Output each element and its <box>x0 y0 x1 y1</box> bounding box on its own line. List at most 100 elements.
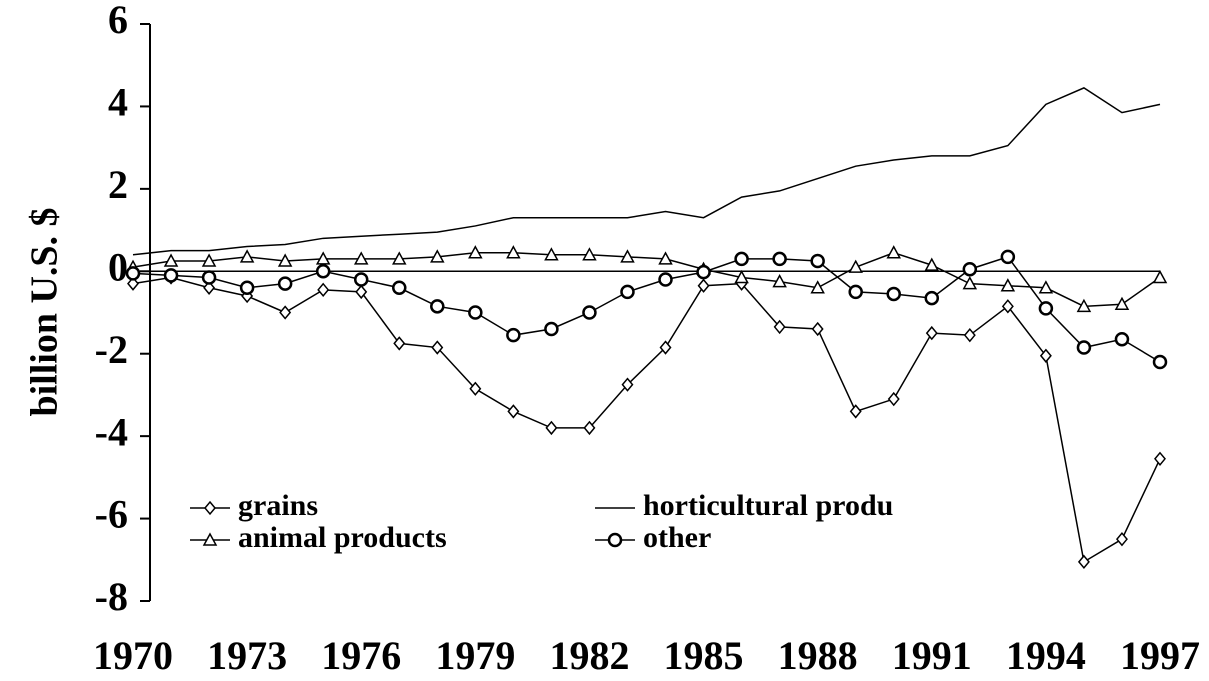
point <box>545 420 558 436</box>
point <box>621 377 634 392</box>
y-tick-label: 4 <box>108 80 128 125</box>
point <box>1001 299 1014 314</box>
point <box>810 280 825 294</box>
point <box>697 278 710 293</box>
point <box>506 245 521 259</box>
point <box>658 272 673 287</box>
legend-label: other <box>643 521 711 554</box>
point <box>1152 354 1168 370</box>
x-tick-label: 1979 <box>435 633 515 678</box>
point <box>468 305 483 320</box>
point <box>583 420 596 436</box>
point <box>772 251 787 267</box>
point <box>507 404 520 419</box>
point <box>658 251 673 265</box>
point <box>317 282 330 298</box>
point <box>1000 278 1016 292</box>
point <box>734 251 749 267</box>
point <box>696 264 711 280</box>
legend-marker <box>202 532 218 546</box>
point <box>1076 298 1092 313</box>
series-line <box>132 276 1161 564</box>
x-tick-label: 1976 <box>321 633 401 678</box>
point <box>620 284 635 300</box>
point <box>431 340 444 355</box>
point <box>127 276 139 291</box>
point <box>887 391 900 407</box>
point <box>277 276 293 291</box>
point <box>355 284 368 300</box>
point <box>848 259 863 273</box>
point <box>430 299 445 314</box>
x-tick-label: 1997 <box>1120 633 1200 678</box>
point <box>1115 532 1128 547</box>
point <box>962 276 978 290</box>
point <box>773 319 786 335</box>
point <box>1114 332 1130 347</box>
x-tick-label: 1973 <box>207 633 287 678</box>
point <box>430 249 445 263</box>
legend-label: grains <box>238 489 318 522</box>
point <box>201 253 217 267</box>
point <box>1039 348 1052 363</box>
point <box>849 404 862 419</box>
point <box>848 284 863 300</box>
point <box>315 264 331 279</box>
point <box>886 245 902 259</box>
point <box>277 253 293 267</box>
point <box>1076 340 1092 355</box>
x-tick-label: 1982 <box>549 633 629 678</box>
series-line <box>132 255 1161 363</box>
series-line <box>132 251 1161 308</box>
point <box>620 249 635 263</box>
point <box>506 327 521 343</box>
legend-marker <box>607 532 623 548</box>
point <box>1000 249 1016 265</box>
x-tick-label: 1988 <box>778 633 858 678</box>
point <box>469 381 482 396</box>
point <box>163 253 179 267</box>
point <box>810 253 825 269</box>
point <box>962 261 978 277</box>
x-tick-label: 1994 <box>1006 633 1086 678</box>
point <box>1038 280 1054 294</box>
point <box>1152 269 1168 284</box>
x-tick-label: 1991 <box>892 633 972 678</box>
y-tick-label: 2 <box>108 162 128 207</box>
point <box>1077 554 1090 570</box>
point <box>201 270 217 285</box>
y-tick-label: -4 <box>95 409 128 454</box>
point <box>353 272 369 287</box>
point <box>544 247 559 261</box>
y-tick-label: -8 <box>95 574 128 619</box>
legend-marker <box>204 500 216 516</box>
point <box>391 251 407 265</box>
y-tick-label: -2 <box>95 327 128 372</box>
series-line <box>132 87 1161 256</box>
point <box>1038 301 1054 316</box>
legend-label: horticultural produ <box>643 489 893 522</box>
legend-label: animal products <box>238 521 447 554</box>
point <box>353 251 369 265</box>
point <box>924 257 940 271</box>
point <box>279 305 292 320</box>
point <box>393 336 406 351</box>
point <box>925 325 938 341</box>
point <box>582 247 597 261</box>
y-tick-label: 6 <box>108 0 128 42</box>
point <box>1114 296 1130 311</box>
point <box>239 280 255 296</box>
point <box>734 269 749 284</box>
y-tick-label: 0 <box>108 244 128 289</box>
point <box>163 268 179 283</box>
point <box>203 280 216 295</box>
point <box>315 251 331 265</box>
x-tick-label: 1985 <box>664 633 744 678</box>
point <box>392 280 407 296</box>
point <box>886 286 901 302</box>
point <box>811 321 824 337</box>
point <box>544 321 559 337</box>
point <box>468 245 483 259</box>
x-tick-label: 1970 <box>93 633 173 678</box>
